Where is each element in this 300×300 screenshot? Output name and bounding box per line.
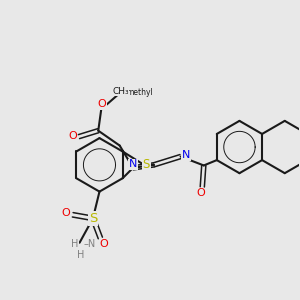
Text: O: O — [68, 131, 77, 141]
Text: O: O — [61, 208, 70, 218]
Text: N: N — [182, 150, 190, 160]
Text: N: N — [129, 159, 137, 169]
Text: O: O — [196, 188, 205, 198]
Text: CH₃: CH₃ — [112, 87, 129, 96]
Text: H: H — [71, 239, 79, 249]
Text: S: S — [89, 212, 97, 225]
Text: O: O — [98, 99, 106, 109]
Text: methyl: methyl — [127, 88, 153, 97]
Text: S: S — [143, 158, 150, 171]
Text: H: H — [77, 250, 85, 260]
Text: –N: –N — [83, 239, 95, 249]
Text: O: O — [100, 239, 108, 249]
